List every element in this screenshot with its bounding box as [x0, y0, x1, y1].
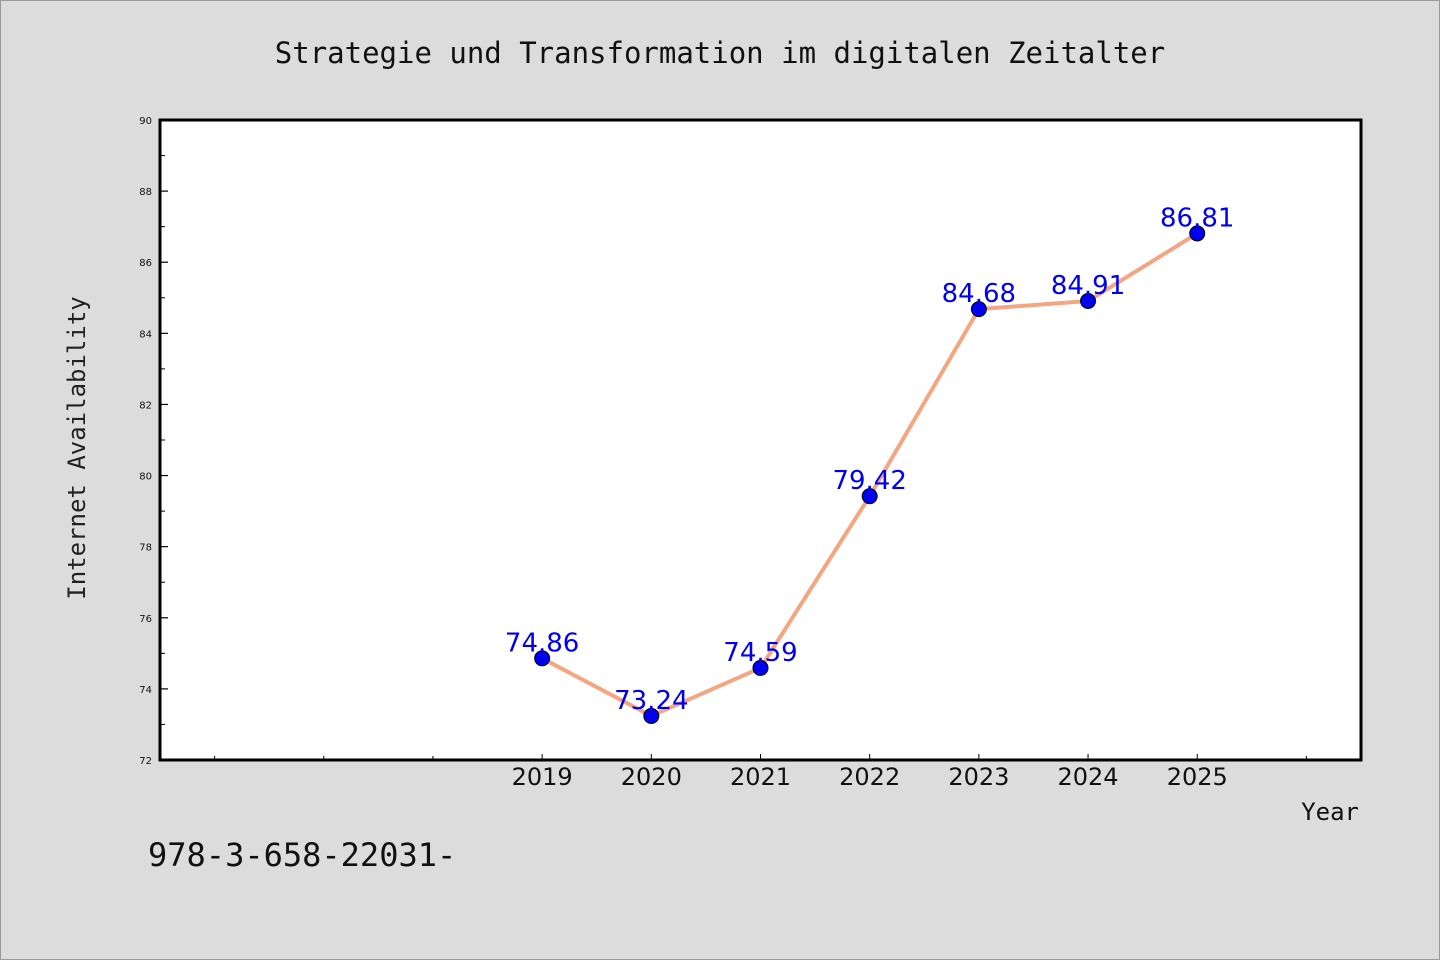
- y-axis: 72 74 76 78 80 82 84 86 88 90: [139, 116, 168, 767]
- x-axis-label: Year: [1301, 798, 1359, 826]
- y-axis-label: Internet Availability: [63, 296, 91, 599]
- data-point: [752, 659, 769, 676]
- y-tick-label: 74: [139, 685, 152, 696]
- data-label: 74.86: [505, 628, 579, 658]
- data-point: [1189, 225, 1206, 242]
- y-tick-label: 84: [139, 329, 152, 340]
- data-label: 84.91: [1051, 271, 1125, 301]
- y-tick-label: 82: [139, 400, 152, 411]
- isbn-text: 978-3-658-22031-: [148, 836, 456, 874]
- data-label: 74.59: [723, 638, 797, 668]
- data-label-layer: 74.86 73.24 74.59 79.42 84.68 84.91 86.81: [505, 203, 1235, 715]
- y-tick-label: 90: [139, 116, 152, 127]
- y-tick-label: 80: [139, 472, 152, 483]
- y-tick-label: 86: [139, 258, 152, 269]
- data-label: 73.24: [614, 686, 688, 716]
- y-tick-label: 78: [139, 543, 152, 554]
- x-tick-label: 2023: [948, 763, 1009, 791]
- data-point: [970, 301, 987, 318]
- x-tick-label: 2022: [839, 763, 900, 791]
- series-layer: [534, 225, 1206, 724]
- data-label: 86.81: [1160, 203, 1234, 233]
- data-point: [861, 488, 878, 505]
- y-tick-label: 72: [139, 756, 152, 767]
- x-tick-label: 2019: [512, 763, 573, 791]
- x-axis: 2019 2020 2021 2022 2023 2024 2025: [214, 754, 1307, 791]
- x-tick-label: 2020: [621, 763, 682, 791]
- x-tick-label: 2024: [1058, 763, 1119, 791]
- x-tick-label: 2021: [730, 763, 791, 791]
- data-point: [643, 707, 660, 724]
- plot-area: [158, 118, 1363, 762]
- data-label: 84.68: [942, 279, 1016, 309]
- data-point: [534, 650, 551, 667]
- y-tick-label: 88: [139, 187, 152, 198]
- data-point: [1080, 292, 1097, 309]
- y-tick-label: 76: [139, 614, 152, 625]
- chart-title: Strategie und Transformation im digitale…: [275, 36, 1165, 70]
- data-label: 79.42: [832, 466, 906, 496]
- x-tick-label: 2025: [1167, 763, 1228, 791]
